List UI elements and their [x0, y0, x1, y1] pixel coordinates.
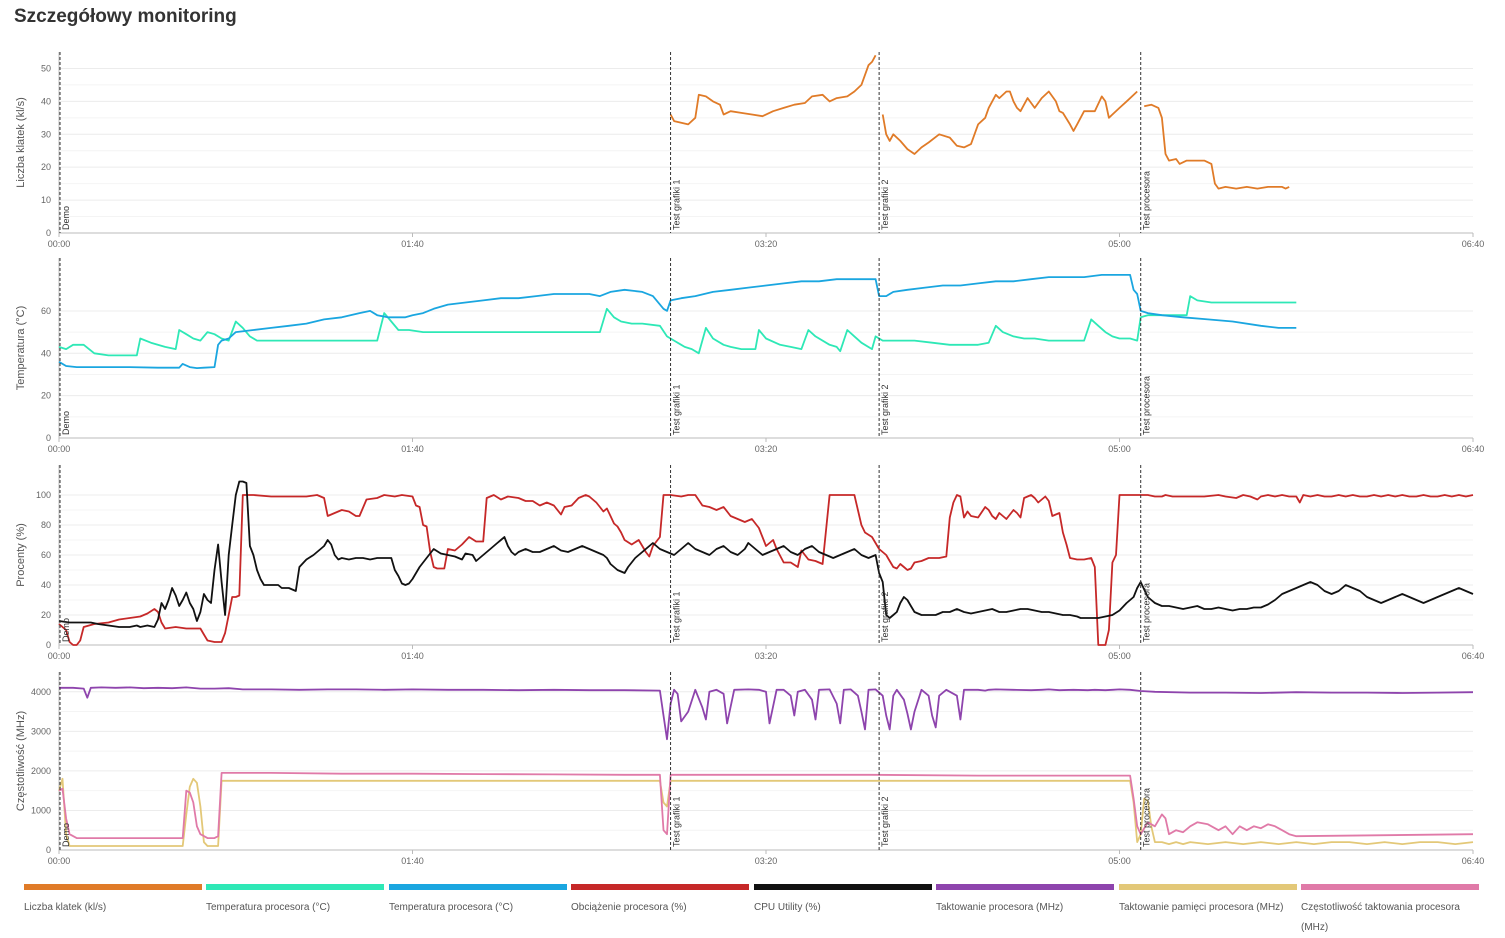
page-title: Szczegółowy monitoring: [14, 6, 237, 27]
x-tick-label: 05:00: [1108, 444, 1131, 454]
legend-swatch: [24, 884, 202, 890]
x-tick-label: 01:40: [401, 239, 424, 249]
legend: Liczba klatek (kl/s) Temperatura proceso…: [24, 884, 1486, 934]
series-line: [58, 772, 1474, 839]
marker-label: Test grafiki 2: [880, 384, 890, 435]
legend-label: CPU Utility (%): [754, 902, 821, 913]
legend-label: Obciążenie procesora (%): [571, 902, 687, 913]
legend-label: Temperatura procesora (°C): [389, 902, 514, 913]
legend-label: Taktowanie pamięci procesora (MHz): [1119, 902, 1284, 913]
y-tick-label: 100: [36, 490, 51, 500]
y-tick-label: 0: [46, 433, 51, 443]
x-tick-label: 06:40: [1462, 444, 1485, 454]
x-tick-label: 06:40: [1462, 239, 1485, 249]
y-tick-label: 4000: [31, 687, 51, 697]
y-tick-label: 20: [41, 391, 51, 401]
x-tick-label: 06:40: [1462, 856, 1485, 866]
legend-swatch: [571, 884, 749, 890]
y-tick-label: 80: [41, 520, 51, 530]
series-line: [1144, 103, 1290, 190]
y-axis-label: Procenty (%): [15, 523, 27, 587]
marker-label: Test procesora: [1142, 376, 1152, 435]
series-line: [58, 480, 1474, 628]
x-tick-label: 00:00: [48, 239, 71, 249]
series-line: [58, 274, 1297, 369]
y-tick-label: 0: [46, 640, 51, 650]
marker-label: Test procesora: [1142, 171, 1152, 230]
marker-label: Test grafiki 2: [880, 796, 890, 847]
legend-label: Częstotliwość taktowania procesora (MHz): [1301, 902, 1460, 933]
marker-label: Test grafiki 1: [672, 179, 682, 230]
marker-label: Demo: [61, 618, 71, 642]
x-tick-label: 01:40: [401, 856, 424, 866]
x-tick-label: 01:40: [401, 651, 424, 661]
x-tick-label: 05:00: [1108, 856, 1131, 866]
y-tick-label: 2000: [31, 766, 51, 776]
marker-label: Demo: [61, 206, 71, 230]
y-tick-label: 0: [46, 228, 51, 238]
legend-item-cpu-freq[interactable]: Częstotliwość taktowania procesora (MHz): [1301, 884, 1479, 938]
x-tick-label: 03:20: [755, 651, 778, 661]
legend-swatch: [1301, 884, 1479, 890]
legend-item-cpu-temp-1[interactable]: Temperatura procesora (°C): [206, 884, 384, 918]
x-tick-label: 00:00: [48, 651, 71, 661]
legend-item-fps[interactable]: Liczba klatek (kl/s): [24, 884, 202, 918]
marker-label: Test grafiki 2: [880, 591, 890, 642]
marker-label: Test grafiki 1: [672, 384, 682, 435]
y-tick-label: 0: [46, 845, 51, 855]
legend-item-cpu-load[interactable]: Obciążenie procesora (%): [571, 884, 749, 918]
x-tick-label: 06:40: [1462, 651, 1485, 661]
legend-swatch: [1119, 884, 1297, 890]
legend-swatch: [389, 884, 567, 890]
series-line: [58, 777, 1474, 847]
x-tick-label: 05:00: [1108, 651, 1131, 661]
y-tick-label: 20: [41, 610, 51, 620]
marker-label: Test grafiki 1: [672, 796, 682, 847]
x-tick-label: 03:20: [755, 444, 778, 454]
y-tick-label: 1000: [31, 805, 51, 815]
marker-label: Test procesora: [1142, 788, 1152, 847]
x-tick-label: 01:40: [401, 444, 424, 454]
legend-item-cpu-temp-2[interactable]: Temperatura procesora (°C): [389, 884, 567, 918]
monitoring-charts: 0 10 20 30 40 50 00:00 01:40 03:20 05:00 06:40 Licz…: [15, 52, 1485, 866]
y-tick-label: 10: [41, 195, 51, 205]
marker-label: Test grafiki 2: [880, 179, 890, 230]
y-tick-label: 20: [41, 162, 51, 172]
legend-swatch: [206, 884, 384, 890]
legend-label: Liczba klatek (kl/s): [24, 902, 107, 913]
marker-label: Test grafiki 1: [672, 591, 682, 642]
legend-item-mem-clock[interactable]: Taktowanie pamięci procesora (MHz): [1119, 884, 1297, 918]
x-tick-label: 03:20: [755, 856, 778, 866]
y-tick-label: 60: [41, 550, 51, 560]
x-tick-label: 00:00: [48, 856, 71, 866]
y-axis-label: Liczba klatek (kl/s): [15, 97, 27, 187]
y-tick-label: 60: [41, 306, 51, 316]
x-tick-label: 03:20: [755, 239, 778, 249]
legend-label: Temperatura procesora (°C): [206, 902, 331, 913]
legend-swatch: [936, 884, 1114, 890]
y-tick-label: 50: [41, 63, 51, 73]
x-tick-label: 00:00: [48, 444, 71, 454]
legend-item-cpu-utility[interactable]: CPU Utility (%): [754, 884, 932, 918]
y-tick-label: 40: [41, 96, 51, 106]
y-tick-label: 30: [41, 129, 51, 139]
y-tick-label: 40: [41, 348, 51, 358]
x-tick-label: 05:00: [1108, 239, 1131, 249]
series-line: [881, 90, 1138, 155]
marker-label: Demo: [61, 411, 71, 435]
legend-label: Taktowanie procesora (MHz): [936, 902, 1064, 913]
series-line: [669, 54, 877, 126]
y-axis-label: Częstotliwość (MHz): [15, 711, 27, 811]
y-axis-label: Temperatura (°C): [15, 306, 27, 390]
marker-label: Demo: [61, 823, 71, 847]
marker-label: Test procesora: [1142, 583, 1152, 642]
legend-swatch: [754, 884, 932, 890]
y-tick-label: 40: [41, 580, 51, 590]
series-line: [58, 494, 1474, 646]
legend-item-cpu-clock[interactable]: Taktowanie procesora (MHz): [936, 884, 1114, 918]
series-line: [59, 686, 1474, 741]
y-tick-label: 3000: [31, 726, 51, 736]
series-line: [58, 295, 1297, 357]
